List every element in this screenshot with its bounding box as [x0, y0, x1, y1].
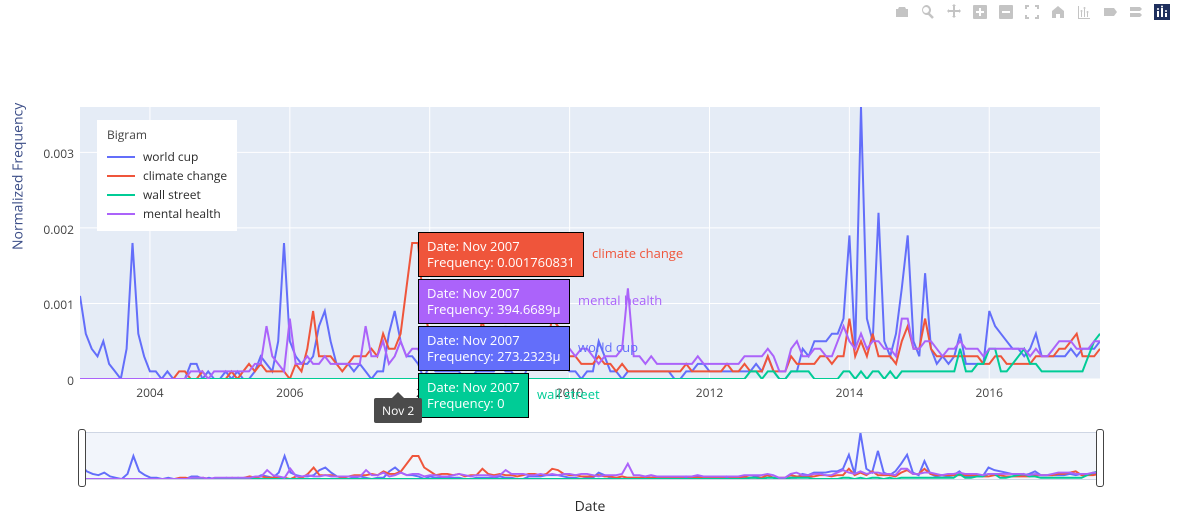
legend-swatch	[107, 175, 135, 177]
hover-series-label: climate change	[592, 244, 683, 262]
y-tick-label: 0.002	[14, 221, 74, 238]
legend-title: Bigram	[107, 126, 227, 143]
autoscale-icon[interactable]	[1022, 2, 1042, 22]
x-tick-label: 2004	[136, 384, 163, 401]
pan-icon[interactable]	[944, 2, 964, 22]
legend: Bigram world cup climate change wall stree…	[97, 120, 237, 231]
legend-label: climate change	[143, 167, 227, 184]
y-tick-label: 0	[14, 372, 74, 389]
x-tick-label: 2012	[696, 384, 723, 401]
legend-item[interactable]: climate change	[107, 166, 227, 185]
hover-tooltip: Date: Nov 2007Frequency: 0.001760831	[418, 232, 584, 277]
x-tick-label: 2014	[836, 384, 863, 401]
camera-icon[interactable]	[892, 2, 912, 22]
legend-label: wall street	[143, 186, 201, 203]
legend-label: mental health	[143, 205, 221, 222]
hover-tooltip: Date: Nov 2007Frequency: 273.2323µ	[418, 326, 570, 371]
x-tick-label: 2016	[976, 384, 1003, 401]
legend-label: world cup	[143, 148, 198, 165]
range-handle-right[interactable]	[1095, 429, 1103, 485]
legend-swatch	[107, 213, 135, 215]
hover-tooltip: Date: Nov 2007Frequency: 394.6689µ	[418, 279, 570, 324]
reset-icon[interactable]	[1048, 2, 1068, 22]
zoom-out-icon[interactable]	[996, 2, 1016, 22]
hover-series-label: wall street	[537, 385, 600, 403]
spike-icon[interactable]	[1074, 2, 1094, 22]
hover-tooltip: Date: Nov 2007Frequency: 0	[418, 373, 529, 418]
y-tick-label: 0.003	[14, 145, 74, 162]
hover-compare-icon[interactable]	[1126, 2, 1146, 22]
range-handle-left[interactable]	[77, 429, 85, 485]
hover-closest-icon[interactable]	[1100, 2, 1120, 22]
legend-swatch	[107, 156, 135, 158]
hover-series-label: mental health	[578, 291, 662, 309]
plotly-logo-icon[interactable]	[1152, 2, 1172, 22]
legend-item[interactable]: world cup	[107, 147, 227, 166]
legend-swatch	[107, 194, 135, 196]
x-hover-label: Nov 2	[374, 398, 422, 423]
modebar	[892, 2, 1172, 22]
y-tick-label: 0.001	[14, 296, 74, 313]
range-slider[interactable]	[80, 432, 1100, 480]
zoom-icon[interactable]	[918, 2, 938, 22]
x-axis-title: Date	[575, 497, 606, 516]
legend-item[interactable]: wall street	[107, 185, 227, 204]
zoom-in-icon[interactable]	[970, 2, 990, 22]
legend-item[interactable]: mental health	[107, 204, 227, 223]
x-tick-label: 2006	[276, 384, 303, 401]
hover-series-label: world cup	[578, 338, 638, 356]
